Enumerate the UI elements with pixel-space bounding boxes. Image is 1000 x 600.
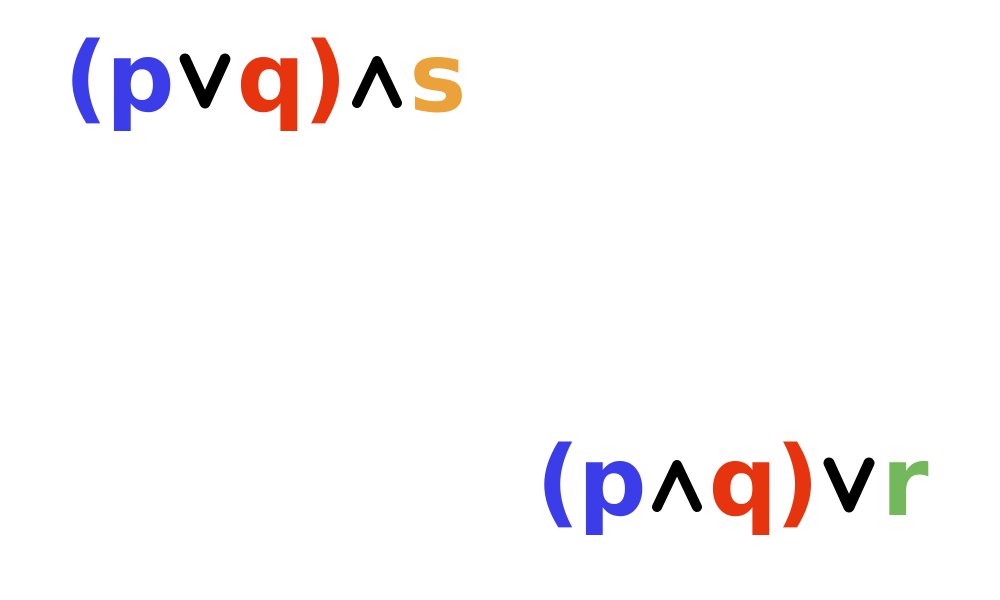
open-paren: ( (64, 22, 108, 134)
var-r: r (881, 426, 928, 538)
var-q: q (708, 426, 778, 538)
open-paren: ( (536, 426, 580, 538)
close-paren: ) (775, 426, 819, 538)
formula-p-and-q-or-r: ( p q ) r (536, 426, 929, 538)
and-operator (347, 51, 407, 111)
var-s: s (409, 22, 466, 134)
var-p: p (577, 426, 647, 538)
formula-p-or-q-and-s: ( p q ) s (64, 22, 466, 134)
or-operator (819, 455, 879, 515)
close-paren: ) (303, 22, 347, 134)
or-operator (175, 51, 235, 111)
var-q: q (236, 22, 306, 134)
var-p: p (105, 22, 175, 134)
and-operator (647, 455, 707, 515)
